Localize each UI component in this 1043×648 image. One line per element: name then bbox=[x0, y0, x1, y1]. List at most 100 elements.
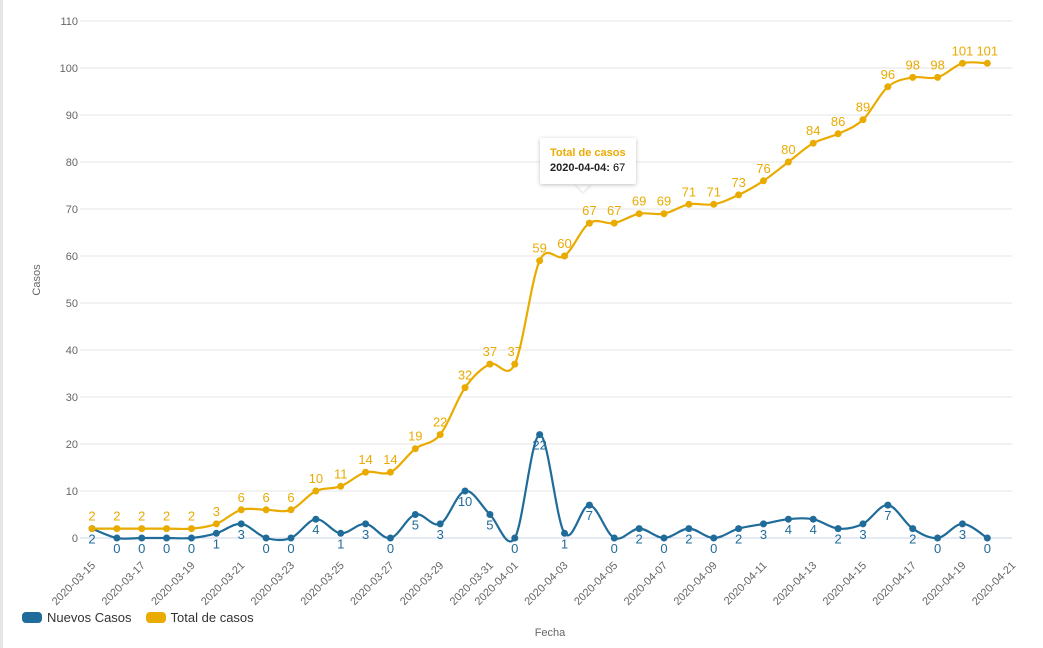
data-label: 7 bbox=[884, 508, 891, 523]
x-tick-label: 2020-03-15 bbox=[50, 560, 98, 608]
data-point bbox=[88, 525, 96, 533]
data-point bbox=[362, 468, 370, 476]
data-point bbox=[212, 529, 220, 537]
y-tick-label: 60 bbox=[66, 251, 78, 263]
data-point bbox=[536, 257, 544, 265]
data-label: 37 bbox=[483, 344, 497, 359]
data-label: 3 bbox=[760, 527, 767, 542]
data-point bbox=[958, 59, 966, 67]
data-label: 3 bbox=[213, 504, 220, 519]
data-label: 0 bbox=[287, 541, 294, 556]
data-label: 0 bbox=[511, 541, 518, 556]
x-tick-label: 2020-03-17 bbox=[100, 560, 148, 608]
series-line-total bbox=[92, 61, 988, 531]
data-point bbox=[909, 73, 917, 81]
data-point bbox=[909, 525, 917, 533]
data-point bbox=[710, 200, 718, 208]
data-point bbox=[784, 158, 792, 166]
y-tick-label: 90 bbox=[66, 110, 78, 122]
data-label: 0 bbox=[113, 541, 120, 556]
data-point bbox=[187, 525, 195, 533]
legend-swatch-icon bbox=[145, 612, 166, 623]
data-point bbox=[809, 139, 817, 147]
legend: Nuevos Casos Total de casos bbox=[22, 610, 254, 625]
tooltip-arrow bbox=[575, 184, 591, 192]
data-point bbox=[884, 501, 892, 509]
data-label: 60 bbox=[557, 236, 571, 251]
data-point bbox=[262, 506, 270, 514]
data-point bbox=[486, 511, 494, 518]
data-point bbox=[610, 534, 618, 542]
data-label: 6 bbox=[262, 490, 269, 505]
data-label: 71 bbox=[682, 184, 696, 199]
data-label: 4 bbox=[312, 522, 319, 537]
data-label: 0 bbox=[138, 541, 145, 556]
data-label: 2 bbox=[138, 509, 145, 524]
x-tick-label: 2020-04-05 bbox=[572, 560, 620, 608]
legend-label: Total de casos bbox=[170, 610, 254, 625]
legend-item-nuevos-casos[interactable]: Nuevos Casos bbox=[22, 610, 132, 625]
data-point bbox=[511, 534, 519, 542]
data-label: 3 bbox=[437, 527, 444, 542]
data-point bbox=[237, 520, 245, 528]
data-point bbox=[287, 506, 295, 514]
data-point bbox=[536, 431, 544, 439]
data-point bbox=[660, 210, 668, 218]
data-label: 3 bbox=[859, 527, 866, 542]
data-point bbox=[262, 534, 270, 542]
data-point bbox=[138, 534, 146, 542]
data-label: 3 bbox=[959, 527, 966, 542]
data-point bbox=[163, 525, 171, 533]
data-point bbox=[834, 130, 842, 138]
data-label: 2 bbox=[163, 509, 170, 524]
data-point bbox=[113, 525, 121, 533]
data-label: 22 bbox=[433, 415, 447, 430]
data-point bbox=[859, 116, 867, 124]
data-label: 0 bbox=[611, 541, 618, 556]
data-point bbox=[461, 384, 469, 392]
y-tick-label: 0 bbox=[72, 533, 78, 545]
data-label: 98 bbox=[930, 57, 944, 72]
data-point bbox=[561, 252, 569, 260]
data-point bbox=[685, 525, 693, 533]
data-point bbox=[710, 534, 718, 542]
data-label: 67 bbox=[607, 203, 621, 218]
y-tick-label: 80 bbox=[66, 157, 78, 169]
data-point bbox=[660, 534, 668, 542]
data-point bbox=[411, 511, 419, 518]
data-label: 101 bbox=[976, 43, 998, 58]
data-label: 32 bbox=[458, 368, 472, 383]
data-label: 2 bbox=[834, 532, 841, 547]
data-label: 59 bbox=[532, 241, 546, 256]
tooltip-series: Total de casos bbox=[550, 147, 626, 159]
data-label: 89 bbox=[856, 100, 870, 115]
data-point bbox=[635, 210, 643, 218]
data-label: 80 bbox=[781, 142, 795, 157]
x-tick-label: 2020-04-15 bbox=[821, 560, 869, 608]
data-point bbox=[759, 177, 767, 185]
y-tick-label: 110 bbox=[60, 16, 78, 28]
data-label: 2 bbox=[88, 532, 95, 547]
y-tick-label: 20 bbox=[66, 439, 78, 451]
data-point bbox=[610, 219, 618, 227]
data-label: 0 bbox=[387, 541, 394, 556]
x-tick-label: 2020-04-21 bbox=[970, 560, 1018, 608]
data-label: 0 bbox=[188, 541, 195, 556]
data-point bbox=[958, 520, 966, 528]
data-label: 37 bbox=[508, 344, 522, 359]
data-point bbox=[735, 525, 743, 533]
data-label: 3 bbox=[362, 527, 369, 542]
data-point bbox=[312, 487, 320, 495]
data-label: 2 bbox=[113, 509, 120, 524]
data-label: 73 bbox=[731, 175, 745, 190]
legend-item-total-de-casos[interactable]: Total de casos bbox=[145, 610, 254, 625]
data-label: 0 bbox=[163, 541, 170, 556]
data-point bbox=[486, 360, 494, 368]
data-point bbox=[884, 83, 892, 91]
data-point bbox=[934, 534, 942, 542]
data-label: 69 bbox=[657, 194, 671, 209]
data-point bbox=[759, 520, 767, 528]
data-label: 0 bbox=[660, 541, 667, 556]
legend-label: Nuevos Casos bbox=[47, 610, 132, 625]
data-label: 0 bbox=[984, 541, 991, 556]
